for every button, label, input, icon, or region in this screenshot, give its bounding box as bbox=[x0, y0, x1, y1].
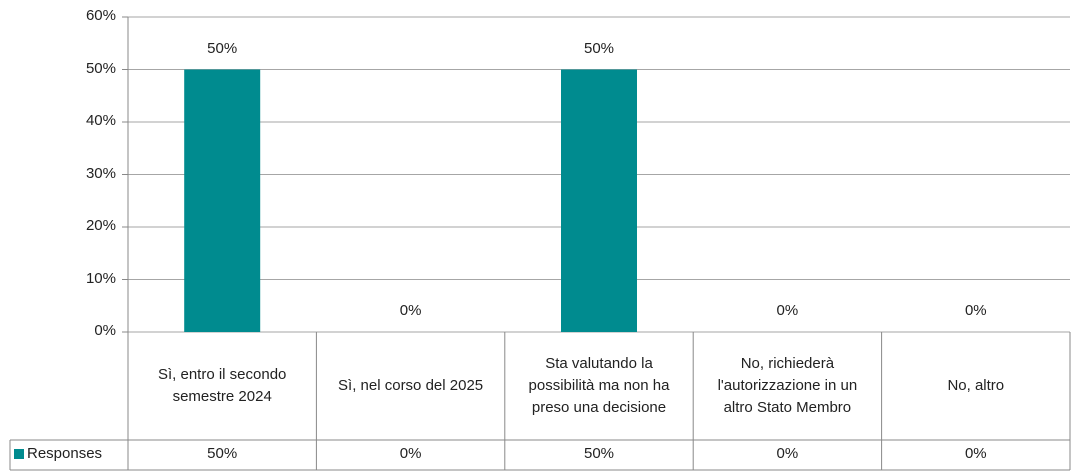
table-value: 50% bbox=[583, 445, 615, 462]
y-tick-label: 10% bbox=[85, 269, 116, 287]
table-value: 50% bbox=[207, 445, 238, 462]
y-tick-label: 30% bbox=[85, 164, 116, 182]
data-label: 50% bbox=[207, 39, 238, 57]
y-tick-label: 50% bbox=[85, 59, 116, 77]
y-tick-label: 40% bbox=[85, 112, 116, 129]
bar bbox=[184, 69, 261, 332]
legend-swatch bbox=[14, 449, 24, 459]
y-tick-label: 20% bbox=[85, 217, 116, 234]
x-tick-label: Sta valutando la possibilità ma non ha p… bbox=[528, 355, 670, 416]
y-tick-label: 0% bbox=[94, 322, 116, 339]
data-label: 0% bbox=[964, 302, 987, 319]
bar bbox=[561, 69, 637, 332]
legend-label: Responses bbox=[27, 445, 103, 462]
table-value: 0% bbox=[399, 445, 422, 462]
x-tick-label: Sì, nel corso del 2025 bbox=[338, 377, 484, 394]
data-label: 50% bbox=[583, 39, 615, 57]
x-tick-label: No, richiederà l'autorizzazione in un al… bbox=[717, 355, 858, 416]
table-value: 0% bbox=[776, 445, 799, 462]
data-label: 0% bbox=[399, 302, 422, 319]
table-value: 0% bbox=[964, 445, 987, 462]
data-label: 0% bbox=[776, 302, 799, 319]
y-tick-label: 60% bbox=[85, 7, 116, 24]
x-tick-label: Sì, entro il secondo semestre 2024 bbox=[157, 366, 287, 405]
x-tick-label: No, altro bbox=[947, 377, 1005, 394]
